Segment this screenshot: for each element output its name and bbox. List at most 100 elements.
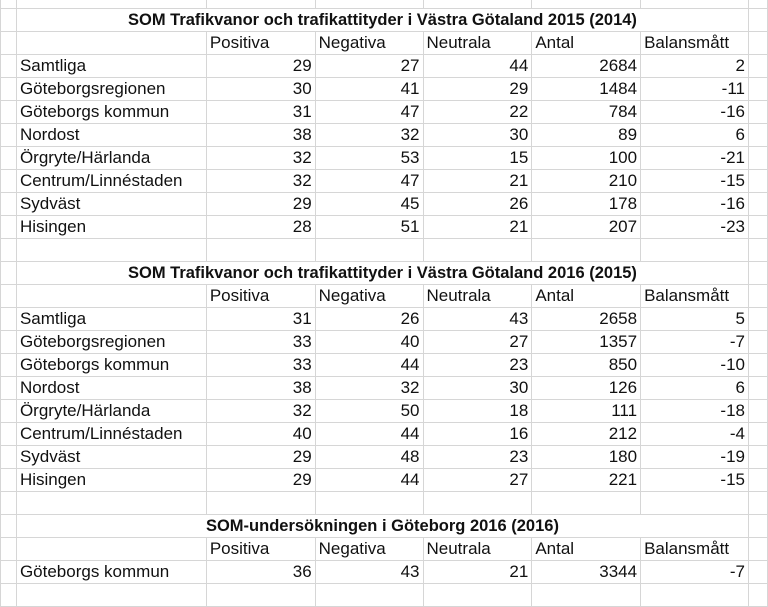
value-cell[interactable]: 6 bbox=[640, 123, 749, 147]
value-cell[interactable]: 126 bbox=[531, 376, 642, 400]
empty-cell[interactable] bbox=[0, 123, 17, 147]
value-cell[interactable]: 1357 bbox=[531, 330, 642, 354]
row-label[interactable]: Centrum/Linnéstaden bbox=[15, 422, 207, 446]
value-cell[interactable]: 6 bbox=[640, 376, 749, 400]
section-title[interactable]: SOM-undersökningen i Göteborg 2016 (2016… bbox=[15, 514, 749, 538]
empty-cell[interactable] bbox=[0, 468, 17, 492]
column-header[interactable]: Balansmått bbox=[640, 284, 749, 308]
empty-cell[interactable] bbox=[747, 399, 768, 423]
empty-cell[interactable] bbox=[0, 192, 17, 216]
value-cell[interactable]: -7 bbox=[640, 560, 749, 584]
value-cell[interactable]: 180 bbox=[531, 445, 642, 469]
column-header[interactable]: Antal bbox=[531, 31, 642, 55]
value-cell[interactable]: 50 bbox=[314, 399, 424, 423]
empty-cell[interactable] bbox=[747, 491, 768, 515]
empty-cell[interactable] bbox=[0, 261, 17, 285]
empty-cell[interactable] bbox=[15, 583, 207, 607]
column-header[interactable]: Balansmått bbox=[640, 537, 749, 561]
value-cell[interactable]: 44 bbox=[314, 468, 424, 492]
empty-cell[interactable] bbox=[747, 8, 768, 32]
empty-cell[interactable] bbox=[747, 261, 768, 285]
column-header[interactable]: Balansmått bbox=[640, 31, 749, 55]
value-cell[interactable]: 36 bbox=[205, 560, 316, 584]
value-cell[interactable]: 47 bbox=[314, 169, 424, 193]
value-cell[interactable]: 29 bbox=[205, 445, 316, 469]
value-cell[interactable]: 31 bbox=[205, 307, 316, 331]
empty-cell[interactable] bbox=[747, 353, 768, 377]
empty-cell[interactable] bbox=[15, 238, 207, 262]
value-cell[interactable]: 32 bbox=[314, 376, 424, 400]
value-cell[interactable]: -16 bbox=[640, 100, 749, 124]
empty-cell[interactable] bbox=[0, 330, 17, 354]
value-cell[interactable]: 21 bbox=[422, 560, 533, 584]
column-header[interactable]: Antal bbox=[531, 537, 642, 561]
value-cell[interactable]: 29 bbox=[205, 192, 316, 216]
empty-cell[interactable] bbox=[205, 491, 316, 515]
empty-cell[interactable] bbox=[747, 31, 768, 55]
empty-cell[interactable] bbox=[0, 77, 17, 101]
value-cell[interactable]: 784 bbox=[531, 100, 642, 124]
value-cell[interactable]: 40 bbox=[314, 330, 424, 354]
empty-cell[interactable] bbox=[0, 8, 17, 32]
row-label[interactable]: Nordost bbox=[15, 376, 207, 400]
empty-cell[interactable] bbox=[0, 491, 17, 515]
value-cell[interactable]: 41 bbox=[314, 77, 424, 101]
value-cell[interactable]: -10 bbox=[640, 353, 749, 377]
value-cell[interactable]: 48 bbox=[314, 445, 424, 469]
value-cell[interactable]: 22 bbox=[422, 100, 533, 124]
value-cell[interactable]: 33 bbox=[205, 330, 316, 354]
column-header[interactable]: Positiva bbox=[205, 31, 316, 55]
value-cell[interactable]: 30 bbox=[422, 376, 533, 400]
empty-cell[interactable] bbox=[747, 330, 768, 354]
empty-cell[interactable] bbox=[0, 514, 17, 538]
empty-cell[interactable] bbox=[0, 560, 17, 584]
column-header[interactable]: Negativa bbox=[314, 31, 424, 55]
empty-cell[interactable] bbox=[0, 284, 17, 308]
empty-cell[interactable] bbox=[0, 169, 17, 193]
value-cell[interactable]: 850 bbox=[531, 353, 642, 377]
value-cell[interactable]: 26 bbox=[422, 192, 533, 216]
value-cell[interactable]: 23 bbox=[422, 445, 533, 469]
column-header[interactable]: Positiva bbox=[205, 537, 316, 561]
empty-cell[interactable] bbox=[747, 422, 768, 446]
section-title[interactable]: SOM Trafikvanor och trafikattityder i Vä… bbox=[15, 8, 749, 32]
empty-cell[interactable] bbox=[205, 583, 316, 607]
empty-cell[interactable] bbox=[422, 0, 533, 9]
value-cell[interactable]: 45 bbox=[314, 192, 424, 216]
empty-cell[interactable] bbox=[531, 583, 642, 607]
empty-cell[interactable] bbox=[531, 238, 642, 262]
empty-cell[interactable] bbox=[0, 422, 17, 446]
empty-cell[interactable] bbox=[0, 445, 17, 469]
column-header[interactable]: Positiva bbox=[205, 284, 316, 308]
empty-cell[interactable] bbox=[314, 0, 424, 9]
empty-cell[interactable] bbox=[0, 238, 17, 262]
empty-cell[interactable] bbox=[0, 399, 17, 423]
empty-cell[interactable] bbox=[0, 215, 17, 239]
empty-cell[interactable] bbox=[0, 376, 17, 400]
empty-cell[interactable] bbox=[747, 123, 768, 147]
row-label[interactable]: Göteborgsregionen bbox=[15, 330, 207, 354]
value-cell[interactable]: 18 bbox=[422, 399, 533, 423]
empty-cell[interactable] bbox=[747, 169, 768, 193]
empty-cell[interactable] bbox=[0, 100, 17, 124]
value-cell[interactable]: 2658 bbox=[531, 307, 642, 331]
value-cell[interactable]: -19 bbox=[640, 445, 749, 469]
empty-cell[interactable] bbox=[422, 583, 533, 607]
value-cell[interactable]: 5 bbox=[640, 307, 749, 331]
value-cell[interactable]: 3344 bbox=[531, 560, 642, 584]
value-cell[interactable]: 100 bbox=[531, 146, 642, 170]
empty-cell[interactable] bbox=[747, 284, 768, 308]
value-cell[interactable]: 21 bbox=[422, 215, 533, 239]
value-cell[interactable]: -4 bbox=[640, 422, 749, 446]
value-cell[interactable]: 23 bbox=[422, 353, 533, 377]
row-label[interactable]: Centrum/Linnéstaden bbox=[15, 169, 207, 193]
value-cell[interactable]: 30 bbox=[422, 123, 533, 147]
value-cell[interactable]: -18 bbox=[640, 399, 749, 423]
value-cell[interactable]: -11 bbox=[640, 77, 749, 101]
row-label[interactable]: Hisingen bbox=[15, 468, 207, 492]
value-cell[interactable]: 53 bbox=[314, 146, 424, 170]
value-cell[interactable]: 2 bbox=[640, 54, 749, 78]
empty-cell[interactable] bbox=[314, 491, 424, 515]
value-cell[interactable]: 43 bbox=[314, 560, 424, 584]
empty-cell[interactable] bbox=[747, 537, 768, 561]
